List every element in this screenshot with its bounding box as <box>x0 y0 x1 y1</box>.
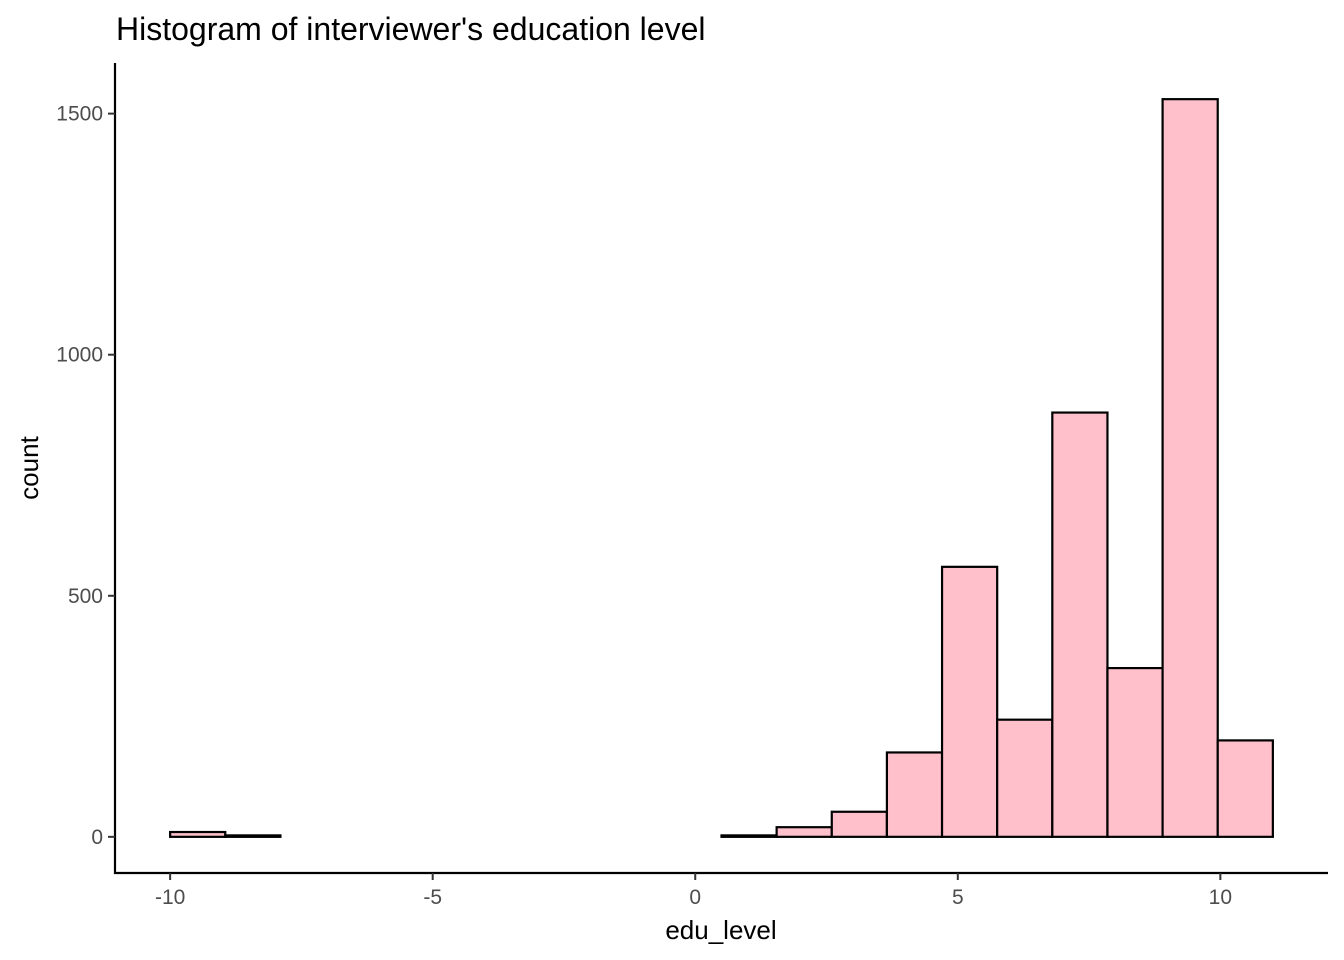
x-axis-ticks: -10 -5 0 5 10 <box>155 873 1232 909</box>
x-tick-label-1: -5 <box>423 886 442 909</box>
x-tick-label-4: 10 <box>1209 886 1232 909</box>
histogram-bar-18 <box>1161 98 1219 838</box>
y-tick-label-2: 1000 <box>56 344 103 367</box>
x-axis-title: edu_level <box>665 915 776 945</box>
histogram-bar-1 <box>224 834 282 838</box>
histogram-bar-11 <box>775 826 833 838</box>
histogram-bar-10 <box>720 834 778 838</box>
histogram-bar-0 <box>169 830 227 838</box>
y-tick-label-1: 500 <box>68 585 103 608</box>
histogram-bar-13 <box>885 751 944 838</box>
histogram-bar-16 <box>1051 411 1109 838</box>
y-axis-ticks: 0 500 1000 1500 <box>56 103 115 849</box>
bars-group <box>169 98 1274 838</box>
y-tick-label-0: 0 <box>91 826 103 849</box>
y-tick-label-3: 1500 <box>56 103 103 126</box>
histogram-bar-19 <box>1216 739 1274 838</box>
histogram-bar-14 <box>940 565 999 838</box>
x-tick-label-0: -10 <box>155 886 185 909</box>
x-tick-label-2: 0 <box>689 886 701 909</box>
histogram-bar-12 <box>830 810 889 838</box>
x-tick-label-3: 5 <box>952 886 964 909</box>
histogram-bar-15 <box>996 718 1054 838</box>
chart-title: Histogram of interviewer's education lev… <box>116 11 705 47</box>
y-axis-title: count <box>14 435 44 499</box>
histogram-bar-17 <box>1106 666 1164 838</box>
